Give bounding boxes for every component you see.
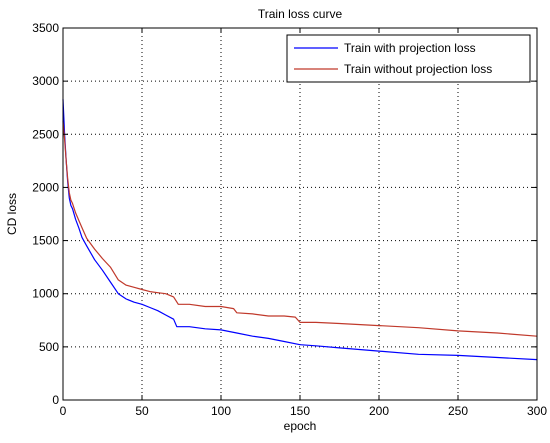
y-tick-label: 2000 — [32, 180, 59, 194]
x-axis-label: epoch — [284, 419, 317, 433]
y-tick-label: 1000 — [32, 287, 59, 301]
series-line-train-without-projection-loss — [62, 121, 538, 337]
y-tick-label: 3500 — [32, 21, 59, 35]
legend-label-without-projection: Train without projection loss — [344, 62, 492, 76]
legend-box — [286, 34, 531, 83]
x-tick-label: 50 — [135, 404, 149, 418]
legend-label-with-projection: Train with projection loss — [344, 41, 476, 55]
series-layer — [62, 99, 538, 361]
y-axis-label: CD loss — [5, 193, 19, 235]
y-tick-label: 0 — [52, 393, 59, 407]
series-line-train-with-projection-loss — [62, 99, 538, 361]
y-tick-label: 1500 — [32, 234, 59, 248]
x-tick-label: 250 — [448, 404, 468, 418]
x-tick-label: 200 — [369, 404, 389, 418]
x-tick-label: 300 — [527, 404, 547, 418]
legend: Train with projection loss Train without… — [286, 34, 531, 83]
chart-title: Train loss curve — [258, 7, 343, 21]
y-tick-label: 500 — [39, 340, 59, 354]
x-tick-label: 0 — [60, 404, 67, 418]
plot-area — [63, 28, 537, 400]
y-tick-label: 3000 — [32, 74, 59, 88]
x-tick-label: 100 — [211, 404, 231, 418]
y-tick-label: 2500 — [32, 127, 59, 141]
axis-ticks — [62, 27, 538, 401]
tick-labels: 0 50 100 150 200 250 3000500100015002000250030… — [32, 21, 547, 418]
x-tick-label: 150 — [290, 404, 310, 418]
